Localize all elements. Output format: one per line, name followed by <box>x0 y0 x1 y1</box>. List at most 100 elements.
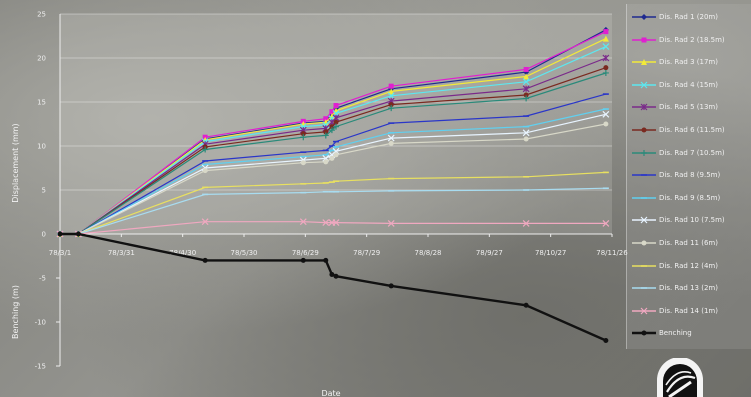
series-line-8 <box>60 108 607 235</box>
series-line-13 <box>60 221 606 235</box>
legend-label-7: Dis. Rad 8 (9.5m) <box>659 171 721 180</box>
legend-swatch-1 <box>632 37 656 43</box>
legend-label-11: Dis. Rad 12 (4m) <box>659 261 718 270</box>
legend-label-8: Dis. Rad 9 (8.5m) <box>659 193 721 202</box>
series-line-14 <box>60 232 607 342</box>
series-line-10 <box>60 123 607 235</box>
legend-swatch-6 <box>632 149 656 156</box>
data-point-1-9 <box>603 29 609 35</box>
data-point-6-4 <box>322 132 329 139</box>
x-axis-title: Date <box>321 389 340 397</box>
legend: Dis. Rad 1 (20m) Dis. Rad 2 (18.5m) Dis. R… <box>626 4 751 349</box>
legend-swatch-4 <box>632 103 656 111</box>
legend-label-4: Dis. Rad 5 (13m) <box>659 103 718 112</box>
tick-labels: 0 5 10 15 20 25 -15 -10 -5 78/3/1 78/3/31 78/4/30 78… <box>35 11 629 371</box>
legend-marker-2 <box>641 59 647 66</box>
data-point-14-2 <box>202 257 208 263</box>
data-point-5-5 <box>329 124 335 130</box>
data-point-2-7 <box>388 88 395 95</box>
data-point-10-4 <box>323 159 329 165</box>
legend-marker-1 <box>641 37 647 43</box>
y-axis-title-displacement: Displacement (mm) <box>11 123 20 202</box>
data-point-2-8 <box>523 73 530 80</box>
data-point-1-5 <box>329 109 335 115</box>
x-tick-2: 78/4/30 <box>169 249 196 257</box>
data-point-13-4 <box>322 219 330 226</box>
data-point-13-8 <box>522 220 530 227</box>
data-point-3-8 <box>522 78 530 86</box>
data-point-6-9 <box>602 69 609 76</box>
series-line-11 <box>60 171 606 235</box>
legend-swatch-3 <box>632 81 656 89</box>
x-tick-5: 78/7/29 <box>353 249 380 257</box>
legend-marker-0 <box>641 14 647 20</box>
legend-label-14: Benching <box>659 329 692 338</box>
data-point-1-4 <box>323 116 329 122</box>
legend-swatch-8 <box>632 196 656 199</box>
x-tick-4: 78/6/29 <box>292 249 319 257</box>
data-point-5-8 <box>523 92 529 98</box>
series-12 <box>57 187 609 235</box>
legend-marker-10 <box>641 240 647 246</box>
data-point-1-6 <box>333 103 339 109</box>
data-point-5-4 <box>323 129 329 135</box>
x-tick-1: 78/3/31 <box>108 249 135 257</box>
x-tick-3: 78/5/30 <box>231 249 258 257</box>
data-point-10-5 <box>329 155 335 161</box>
legend-swatch-12 <box>632 287 656 289</box>
data-point-14-0 <box>57 231 63 237</box>
series-14 <box>57 231 609 343</box>
series-line-4 <box>60 57 607 235</box>
legend-label-2: Dis. Rad 3 (17m) <box>659 58 718 67</box>
legend-marker-5 <box>641 127 647 133</box>
data-point-6-6 <box>333 123 339 130</box>
x-tick-8: 78/10/27 <box>535 249 566 257</box>
series-line-6 <box>60 72 607 235</box>
data-point-9-7 <box>387 134 395 142</box>
y-tick-bench-1: -10 <box>35 319 46 327</box>
legend-swatch-7 <box>632 174 656 176</box>
data-point-9-8 <box>522 129 530 137</box>
y-tick-bench-0: -15 <box>35 363 46 371</box>
data-point-10-9 <box>603 121 609 127</box>
data-point-6-5 <box>328 127 335 134</box>
legend-marker-13 <box>640 307 648 315</box>
legend-swatch-5 <box>632 127 656 133</box>
data-point-14-7 <box>388 283 394 289</box>
data-point-13-9 <box>602 220 610 227</box>
data-point-9-6 <box>332 147 340 155</box>
data-point-14-4 <box>323 257 329 263</box>
legend-label-6: Dis. Rad 7 (10.5m) <box>659 148 725 157</box>
legend-swatch-2 <box>632 59 656 66</box>
data-point-10-8 <box>523 136 529 142</box>
data-point-10-2 <box>202 168 208 174</box>
legend-swatch-0 <box>632 14 656 20</box>
data-point-1-7 <box>388 83 394 89</box>
y-tick-disp-5: 25 <box>37 11 46 19</box>
legend-label-1: Dis. Rad 2 (18.5m) <box>659 35 725 44</box>
legend-label-5: Dis. Rad 6 (11.5m) <box>659 126 725 134</box>
data-point-6-8 <box>523 95 530 102</box>
legend-label-12: Dis. Rad 13 (2m) <box>659 284 718 293</box>
x-tick-0: 78/3/1 <box>49 249 72 257</box>
y-tick-disp-3: 15 <box>37 99 46 107</box>
series-line-12 <box>60 187 606 235</box>
legend-swatch-14 <box>632 330 656 336</box>
legend-label-10: Dis. Rad 11 (6m) <box>659 239 718 247</box>
data-point-14-6 <box>333 273 339 279</box>
legend-swatch-10 <box>632 240 656 246</box>
data-point-3-7 <box>387 92 395 100</box>
data-point-6-7 <box>388 105 395 112</box>
data-point-14-5 <box>329 271 335 277</box>
data-point-14-3 <box>300 257 306 263</box>
legend-swatch-9 <box>632 216 656 224</box>
y-tick-disp-2: 10 <box>37 143 46 151</box>
data-point-9-9 <box>602 110 610 118</box>
data-point-5-7 <box>388 102 394 108</box>
series-line-3 <box>60 46 607 235</box>
data-point-13-7 <box>387 220 395 227</box>
legend-label-9: Dis. Rad 10 (7.5m) <box>659 216 725 225</box>
y-axis-title-benching: Benching (m) <box>11 285 20 339</box>
data-point-4-9 <box>602 54 610 62</box>
